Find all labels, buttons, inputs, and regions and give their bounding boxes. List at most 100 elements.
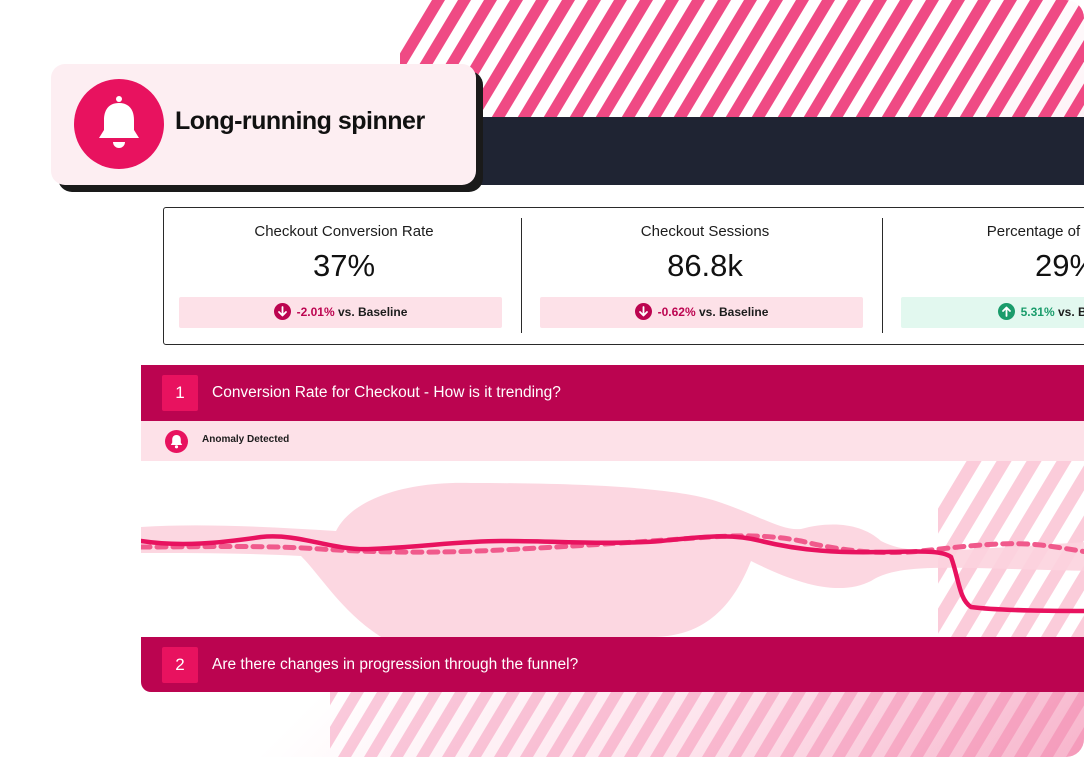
stripe: [702, 680, 762, 757]
kpi-delta-suffix: vs. Baseline: [338, 305, 408, 319]
stripe: [650, 680, 710, 757]
stripe: [598, 680, 658, 757]
stripe: [464, 0, 549, 120]
stripe: [546, 680, 606, 757]
anomaly-label: Anomaly Detected: [202, 434, 290, 445]
stripe: [624, 680, 684, 757]
stripe: [494, 680, 554, 757]
stripe: [854, 0, 939, 120]
kpi-card-sessions[interactable]: Checkout Sessions 86.8k -0.62% vs. Basel…: [525, 208, 885, 344]
kpi-delta-badge: -0.62% vs. Baseline: [540, 297, 863, 328]
trend-chart: [141, 461, 1084, 637]
kpi-delta-value: -2.01%: [296, 305, 335, 319]
arrow-down-icon: [273, 303, 291, 321]
stripe: [802, 0, 887, 120]
stripe: [676, 680, 736, 757]
stripe: [806, 680, 866, 757]
stripe: [828, 0, 913, 120]
stripe: [490, 0, 575, 120]
kpi-delta-value: -0.62%: [657, 305, 696, 319]
kpi-divider: [882, 218, 883, 333]
bell-icon: [74, 79, 164, 169]
stripe: [330, 680, 372, 749]
section-number: 1: [162, 375, 198, 411]
stripe: [880, 0, 965, 120]
arrow-up-icon: [997, 303, 1015, 321]
kpi-delta-suffix: vs. Baseline: [1058, 305, 1084, 319]
stripe: [1040, 683, 1084, 757]
kpi-value: 86.8k: [667, 248, 743, 283]
stripe: [832, 680, 892, 757]
stripe: [468, 680, 528, 757]
stripe: [988, 680, 1048, 757]
stripe: [646, 0, 731, 120]
stripe: [1066, 726, 1084, 757]
stripe: [884, 680, 944, 757]
stripe: [958, 0, 1043, 120]
anomaly-banner: Anomaly Detected: [141, 421, 1084, 461]
stripe: [1010, 0, 1084, 120]
stripe: [780, 680, 840, 757]
dashboard-panel: Checkout Conversion Rate 37% -2.01% vs. …: [141, 117, 1084, 692]
kpi-value: 37%: [312, 248, 376, 283]
stripe: [390, 680, 450, 757]
kpi-divider: [521, 218, 522, 333]
stripe: [906, 0, 991, 120]
stripe: [416, 680, 476, 757]
stripe: [938, 461, 1012, 584]
stripe: [936, 680, 996, 757]
stripe: [750, 0, 835, 120]
stripe: [520, 680, 580, 757]
stripe: [1036, 40, 1084, 120]
section-number: 2: [162, 647, 198, 683]
kpi-card-conversion-rate[interactable]: Checkout Conversion Rate 37% -2.01% vs. …: [164, 208, 524, 344]
stripe: [572, 680, 632, 757]
stripe: [568, 0, 653, 120]
stripe: [1014, 680, 1074, 757]
kpi-delta-value: 5.31%: [1020, 305, 1055, 319]
stripe: [338, 680, 398, 757]
stripe: [932, 0, 1017, 120]
confidence-band: [141, 482, 1084, 637]
section-title: Conversion Rate for Checkout - How is it…: [212, 384, 561, 401]
stripe: [594, 0, 679, 120]
kpi-delta-suffix: vs. Baseline: [699, 305, 769, 319]
stripe: [938, 461, 982, 534]
stripe: [910, 680, 970, 757]
stripe: [938, 461, 1042, 634]
arrow-down-icon: [634, 303, 652, 321]
stripe: [1062, 83, 1084, 120]
stripe: [962, 680, 1022, 757]
section-header-trend[interactable]: 1 Conversion Rate for Checkout - How is …: [141, 365, 1084, 421]
kpi-summary: Checkout Conversion Rate 37% -2.01% vs. …: [163, 207, 1084, 345]
stripe: [754, 680, 814, 757]
kpi-card-percentage-sessions[interactable]: Percentage of Sessions 29% 5.31% vs. Bas…: [886, 208, 1084, 344]
alert-card[interactable]: Long-running spinner: [51, 64, 476, 185]
stripe: [728, 680, 788, 757]
stripe: [442, 680, 502, 757]
kpi-value: 29%: [1034, 248, 1084, 283]
alert-title: Long-running spinner: [175, 107, 425, 135]
stripe: [698, 0, 783, 120]
stripe: [672, 0, 757, 120]
stripe: [724, 0, 809, 120]
kpi-label: Percentage of Sessions: [986, 223, 1084, 240]
kpi-label: Checkout Sessions: [640, 223, 770, 240]
kpi-delta-badge: 5.31% vs. Baseline: [901, 297, 1084, 328]
section-header-funnel[interactable]: 2 Are there changes in progression throu…: [141, 637, 1084, 692]
stripe: [364, 680, 424, 757]
kpi-delta-badge: -2.01% vs. Baseline: [179, 297, 502, 328]
actual-line: [141, 534, 1084, 614]
stripe: [516, 0, 601, 120]
stripe: [858, 680, 918, 757]
section-title: Are there changes in progression through…: [212, 656, 579, 673]
stripe: [542, 0, 627, 120]
stripe: [400, 0, 445, 75]
bell-icon: [165, 430, 188, 453]
stripe: [984, 0, 1069, 120]
stripe: [620, 0, 705, 120]
stripe: [776, 0, 861, 120]
kpi-label: Checkout Conversion Rate: [254, 223, 434, 240]
